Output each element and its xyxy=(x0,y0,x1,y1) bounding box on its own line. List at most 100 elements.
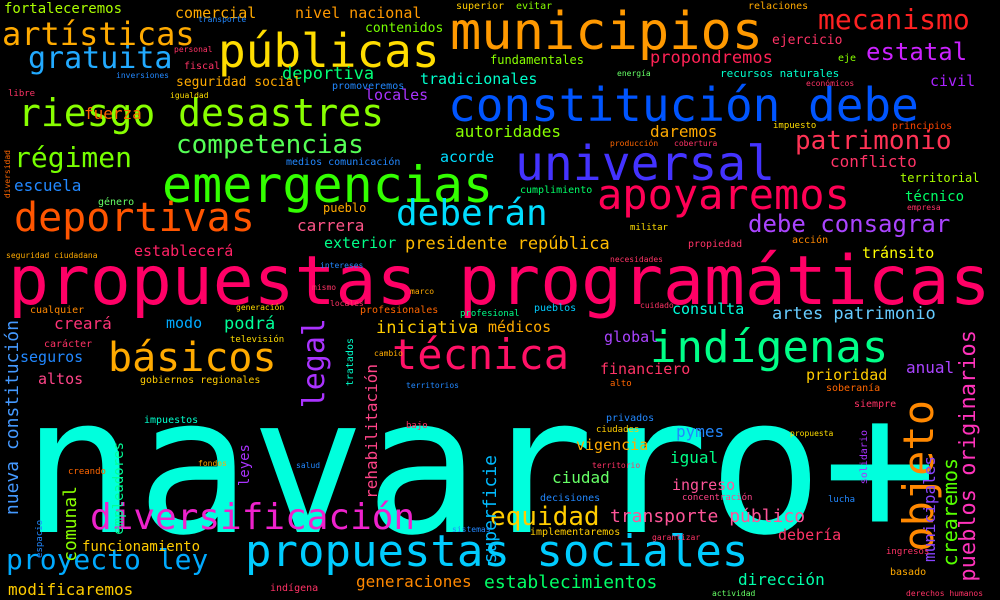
cloud-word: propiedad xyxy=(688,239,743,250)
cloud-word: recursos naturales xyxy=(720,67,840,80)
cloud-word: militar xyxy=(630,223,668,233)
cloud-word: conflicto xyxy=(830,152,917,171)
cloud-word: empresa xyxy=(907,203,941,212)
cloud-word: técnico xyxy=(905,189,965,205)
cloud-word: impuesto xyxy=(773,121,817,131)
cloud-word: intereses xyxy=(320,261,364,270)
cloud-word: patrimonio xyxy=(795,126,952,156)
cloud-word: garantizar xyxy=(652,533,701,542)
cloud-word: igual xyxy=(670,448,719,467)
cloud-word: deportiva xyxy=(282,64,375,84)
cloud-word: ingreso xyxy=(672,476,736,494)
cloud-word: pymes xyxy=(676,422,725,441)
cloud-word: generación xyxy=(236,303,285,312)
cloud-word: constitución debe xyxy=(448,78,919,132)
cloud-word: superficie xyxy=(480,455,501,564)
cloud-word: alto xyxy=(610,379,632,389)
cloud-word: propuesta xyxy=(790,429,834,438)
cloud-word: global xyxy=(604,328,659,346)
cloud-word: modificaremos xyxy=(8,580,134,599)
cloud-word: mecanismo xyxy=(818,3,970,36)
cloud-word: equidad xyxy=(490,502,600,532)
cloud-word: profesionales xyxy=(360,305,439,316)
cloud-word: sistemas xyxy=(452,525,491,534)
cloud-word: cumplimiento xyxy=(520,185,593,196)
cloud-word: libre xyxy=(8,89,36,99)
cloud-word: igualdad xyxy=(170,91,209,100)
cloud-word: nivel nacional xyxy=(295,4,422,22)
cloud-word: territorial xyxy=(900,171,980,185)
cloud-word: territorios xyxy=(406,381,459,390)
cloud-word: municipios xyxy=(450,2,764,62)
cloud-word: vigencia xyxy=(576,436,649,454)
cloud-word: técnica xyxy=(392,330,570,379)
cloud-word: eje xyxy=(838,53,857,64)
cloud-word: gobiernos regionales xyxy=(140,375,261,386)
cloud-word: relaciones xyxy=(748,1,809,12)
cloud-word: tránsito xyxy=(862,244,935,262)
cloud-word: inversiones xyxy=(116,71,169,80)
cloud-word: universal xyxy=(515,136,776,192)
cloud-word: comercial xyxy=(175,4,257,22)
cloud-word: lucha xyxy=(828,495,856,505)
cloud-word: públicas xyxy=(218,24,440,78)
cloud-word: artes patrimonio xyxy=(772,304,936,324)
cloud-word: régimen xyxy=(14,141,133,174)
cloud-word: tratados xyxy=(345,338,356,387)
cloud-word: espacio xyxy=(35,520,45,558)
cloud-word: ciudades xyxy=(596,425,640,435)
cloud-word: dirección xyxy=(738,570,825,589)
cloud-word: marco xyxy=(410,287,435,296)
cloud-word: debe consagrar xyxy=(748,210,951,238)
cloud-word: superior xyxy=(456,1,505,12)
cloud-word: consulta xyxy=(672,300,745,318)
cloud-word: pueblos xyxy=(534,303,577,314)
cloud-word: solidario xyxy=(859,430,870,485)
cloud-word: establecimientos xyxy=(484,572,658,593)
cloud-word: producción xyxy=(610,139,659,148)
cloud-word: principios xyxy=(892,121,953,132)
cloud-word: privados xyxy=(606,413,655,424)
cloud-word: emergencias xyxy=(162,156,494,214)
cloud-word: deportivas xyxy=(14,195,255,241)
cloud-word: televisión xyxy=(230,335,285,345)
cloud-word: carácter xyxy=(44,339,93,350)
cloud-word: médicos xyxy=(488,318,552,336)
cloud-word: civil xyxy=(930,72,976,90)
cloud-word: anual xyxy=(906,358,955,377)
cloud-word: gratuita xyxy=(28,41,173,76)
cloud-word: daremos xyxy=(650,122,718,141)
cloud-word: prioridad xyxy=(806,366,888,384)
cloud-word: estatal xyxy=(866,38,968,66)
cloud-word: ingresos xyxy=(886,547,930,557)
cloud-word: seguros xyxy=(20,348,84,366)
cloud-word: locales xyxy=(365,86,429,104)
cloud-word: personal xyxy=(174,45,213,54)
cloud-word: acción xyxy=(792,235,829,246)
cloud-word: diversificación xyxy=(90,497,416,538)
cloud-word: propuestas programáticas xyxy=(8,242,991,321)
cloud-word: bajo xyxy=(406,421,428,431)
cloud-word: implementaremos xyxy=(530,527,621,538)
cloud-word: ciudad xyxy=(552,468,610,487)
cloud-word: navarro+ xyxy=(22,356,938,577)
cloud-word: financiero xyxy=(600,360,691,378)
cloud-word: establecerá xyxy=(134,242,234,260)
cloud-word: artísticas xyxy=(2,15,195,53)
cloud-word: seguridad social xyxy=(176,75,302,90)
cloud-word: básicos xyxy=(108,335,277,381)
cloud-word: locales xyxy=(330,299,364,308)
cloud-word: fiscal xyxy=(184,61,221,72)
cloud-word: transporte xyxy=(198,15,247,24)
cloud-word: exterior xyxy=(324,234,397,252)
cloud-word: mismo xyxy=(312,283,337,292)
cloud-word: diversidad xyxy=(3,150,12,199)
cloud-word: autoridades xyxy=(455,122,561,141)
cloud-word: comunal xyxy=(60,486,81,562)
cloud-word: leyes xyxy=(237,444,253,487)
cloud-word: propuestas sociales xyxy=(245,526,749,577)
cloud-word: territorio xyxy=(592,461,641,470)
cloud-word: pueblo xyxy=(323,201,367,215)
cloud-word: necesidades xyxy=(610,255,663,264)
